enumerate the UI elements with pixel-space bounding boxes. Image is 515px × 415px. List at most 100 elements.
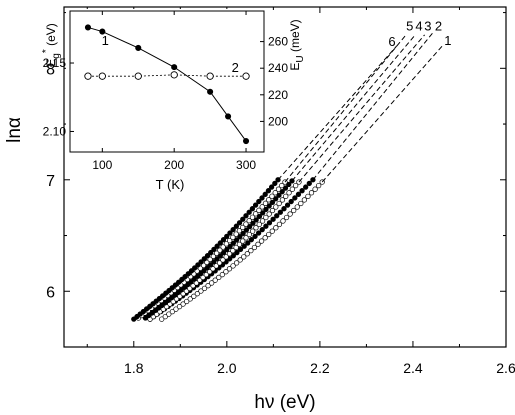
inset-plot-frame <box>69 10 265 153</box>
x-tick-label: 1.8 <box>124 360 144 376</box>
data-point <box>217 253 223 259</box>
data-point <box>273 196 279 202</box>
inset-series-layer: 12 <box>84 24 250 145</box>
extrapolation-line <box>312 31 435 181</box>
data-point <box>252 233 258 239</box>
data-point <box>212 277 218 283</box>
data-point <box>208 249 214 256</box>
data-point <box>312 186 318 192</box>
data-point <box>227 230 233 236</box>
inset-data-point <box>242 137 250 145</box>
inset-data-point <box>98 72 106 80</box>
main-y-axis-label: lnα <box>4 117 25 143</box>
x-tick-label: 2.4 <box>403 360 423 376</box>
data-point <box>185 271 191 277</box>
data-point <box>220 249 227 256</box>
data-point <box>253 225 259 231</box>
inset-series-label-2: 2 <box>232 60 239 75</box>
data-point <box>234 249 240 256</box>
data-point <box>233 244 239 251</box>
data-point <box>256 221 262 228</box>
data-point <box>192 265 198 271</box>
data-point <box>194 273 201 279</box>
data-point <box>216 260 223 266</box>
inset-series-2: 2 <box>84 60 250 80</box>
data-point <box>248 247 254 254</box>
data-point <box>246 218 252 224</box>
data-point <box>255 230 262 236</box>
inset-series-label-1: 1 <box>102 33 109 48</box>
data-point <box>265 188 272 194</box>
data-point <box>256 198 262 205</box>
inset-data-point <box>134 72 142 80</box>
data-point <box>266 220 273 226</box>
data-point <box>223 269 229 275</box>
data-point <box>269 193 275 199</box>
data-point <box>262 200 269 206</box>
inset-data-point <box>170 71 178 79</box>
data-point <box>198 288 204 294</box>
data-point <box>243 213 249 219</box>
data-point <box>301 197 308 203</box>
data-point <box>233 231 239 237</box>
data-point <box>188 268 195 274</box>
data-point <box>246 224 253 230</box>
data-point <box>303 184 309 190</box>
data-point <box>240 230 246 237</box>
data-point <box>251 244 258 251</box>
data-point <box>263 214 269 221</box>
data-point <box>176 303 183 310</box>
extrapolation-line <box>277 45 398 181</box>
series-label-6: 6 <box>388 34 395 49</box>
inset-data-point <box>207 88 214 95</box>
data-point <box>227 243 233 250</box>
data-point <box>241 254 247 260</box>
data-point <box>305 193 311 200</box>
series-label-2: 2 <box>435 18 442 33</box>
data-point <box>223 254 229 260</box>
data-point <box>226 237 233 244</box>
data-point <box>204 265 210 271</box>
data-point <box>243 235 249 241</box>
data-point <box>207 256 213 262</box>
data-point <box>266 231 272 238</box>
inset-right-tick-label: 240 <box>268 61 288 75</box>
data-point <box>240 224 246 231</box>
data-point <box>308 190 315 196</box>
data-point <box>187 296 193 302</box>
data-point <box>241 243 247 249</box>
data-point <box>159 316 165 322</box>
data-point <box>230 247 236 254</box>
data-point <box>224 233 230 239</box>
data-point <box>210 253 216 259</box>
data-point <box>284 202 291 208</box>
y-tick-label: 7 <box>46 173 55 190</box>
data-point <box>230 263 236 269</box>
series-label-3: 3 <box>424 18 431 33</box>
data-point <box>201 256 207 262</box>
data-point <box>295 191 302 197</box>
data-point <box>213 250 220 256</box>
inset-data-point <box>225 113 232 120</box>
inset-data-point <box>84 24 92 31</box>
series-4: 4 <box>142 18 423 321</box>
data-point <box>197 277 203 283</box>
data-point <box>281 206 287 212</box>
data-point <box>220 244 226 250</box>
data-point <box>219 271 225 278</box>
data-point <box>217 240 223 246</box>
data-point <box>236 241 243 247</box>
inset-series-line <box>87 74 247 77</box>
data-point <box>253 211 259 217</box>
data-point <box>166 311 172 317</box>
main-x-axis-label: hν (eV) <box>254 392 315 413</box>
data-point <box>266 197 272 203</box>
inset-data-point <box>206 72 214 80</box>
data-point <box>283 193 289 200</box>
data-point <box>237 234 243 240</box>
main-plot-frame <box>63 6 507 348</box>
data-point <box>230 226 236 233</box>
data-point <box>230 240 237 246</box>
data-point <box>269 228 275 234</box>
